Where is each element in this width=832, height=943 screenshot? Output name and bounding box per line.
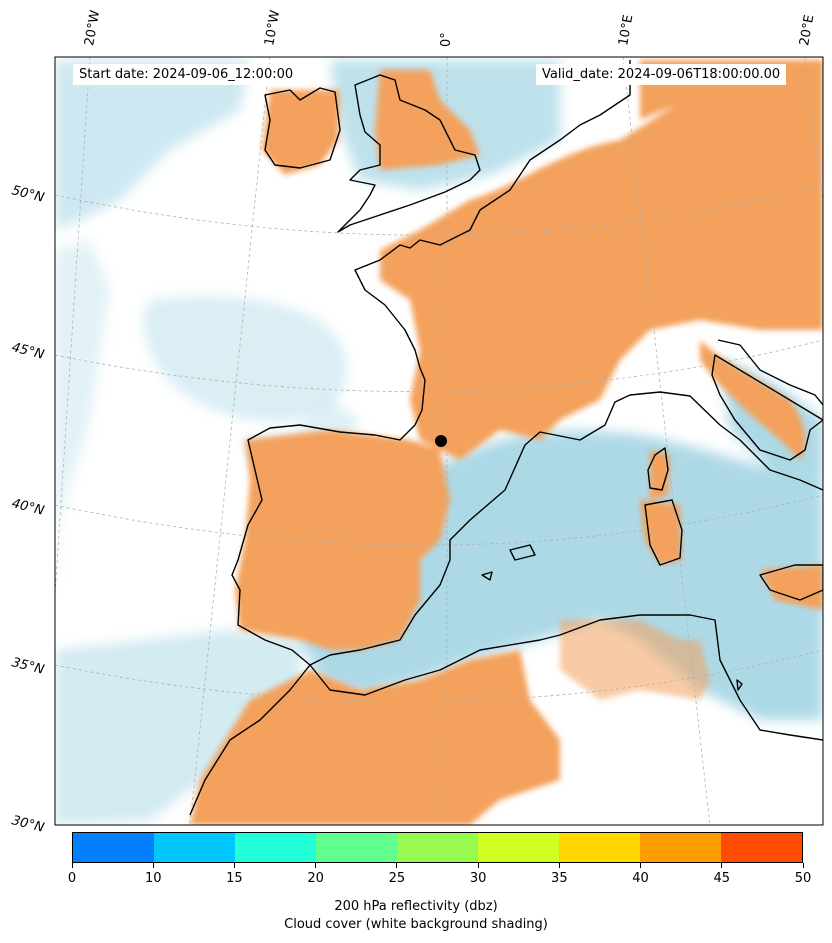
lon-label-0: 0° — [439, 32, 454, 47]
colorbar-tick — [802, 863, 804, 868]
colorbar-tick — [640, 863, 642, 868]
start-date-label: Start date: 2024-09-06_12:00:00 — [73, 64, 300, 85]
warm-shading — [190, 60, 823, 825]
colorbar-segment — [640, 833, 721, 862]
colorbar-tick-label: 10 — [144, 871, 162, 886]
colorbar-tick-label: 30 — [469, 871, 487, 886]
colorbar-segment — [316, 833, 397, 862]
colorbar-sublabel: Cloud cover (white background shading) — [284, 917, 548, 932]
colorbar-label: 200 hPa reflectivity (dbz) — [334, 899, 498, 914]
colorbar-tick — [721, 863, 723, 868]
highlight-dot — [435, 435, 447, 447]
colorbar-tick — [315, 863, 317, 868]
colorbar-tick-label: 45 — [713, 871, 731, 886]
colorbar-segment — [397, 833, 478, 862]
valid-date-label: Valid_date: 2024-09-06T18:00:00.00 — [536, 64, 787, 85]
colorbar-tick-label: 15 — [226, 871, 243, 886]
colorbar-segment — [235, 833, 316, 862]
colorbar-tick — [477, 863, 479, 868]
graticule — [55, 57, 823, 825]
colorbar-tick-label: 25 — [388, 871, 406, 886]
colorbar-segment — [559, 833, 640, 862]
colorbar-segment — [73, 833, 154, 862]
colorbar-tick-label: 50 — [794, 871, 812, 886]
colorbar-tick — [233, 863, 235, 868]
colorbar-tick — [558, 863, 560, 868]
coastlines — [189, 60, 823, 816]
colorbar-tick — [152, 863, 154, 868]
colorbar-segment — [478, 833, 559, 862]
colorbar-tick-label: 0 — [67, 871, 77, 886]
colorbar-segment — [154, 833, 235, 862]
colorbar-segment — [721, 833, 802, 862]
colorbar-tick-label: 20 — [307, 871, 324, 886]
colorbar-tick — [396, 863, 398, 868]
colorbar — [72, 832, 803, 863]
colorbar-tick — [71, 863, 73, 868]
colorbar-tick-label: 35 — [551, 871, 568, 886]
colorbar-tick-label: 40 — [632, 871, 649, 886]
